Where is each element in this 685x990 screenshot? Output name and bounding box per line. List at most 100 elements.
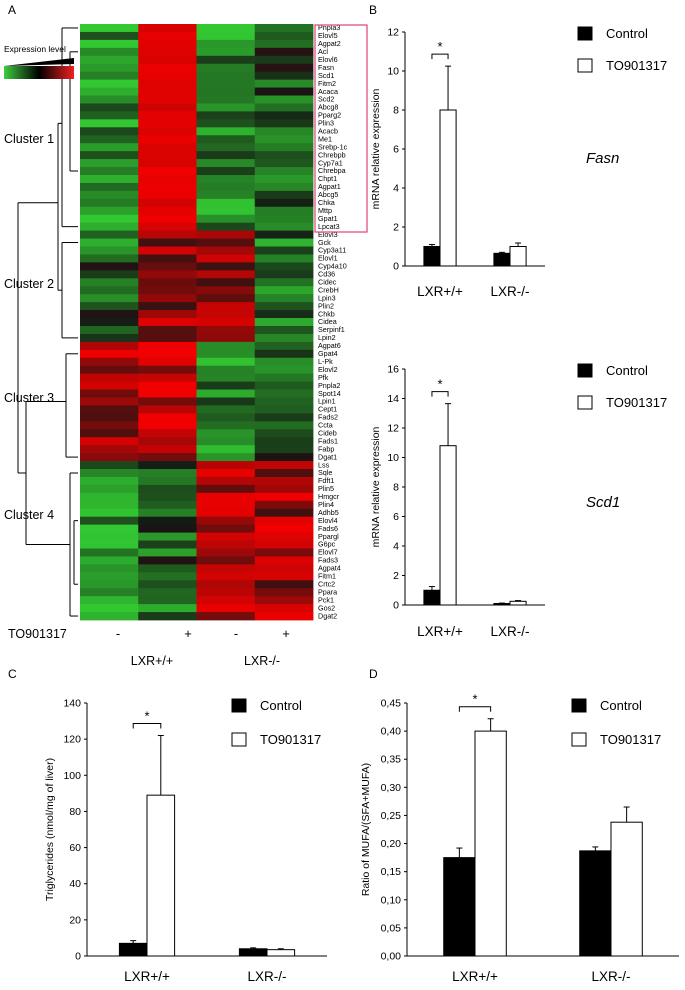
heatmap-cell <box>138 524 197 533</box>
heatmap-cell <box>138 238 197 247</box>
y-tick-label: 0,00 <box>381 951 402 963</box>
heatmap-cell <box>196 39 256 49</box>
bar <box>610 821 643 957</box>
heatmap-cell <box>80 604 139 613</box>
heatmap-row-label: Elovl4 <box>318 516 338 525</box>
y-tick-label: 8 <box>393 105 399 117</box>
heatmap-cell <box>196 270 256 279</box>
heatmap-cell <box>138 302 197 311</box>
heatmap-cell <box>80 278 139 287</box>
heatmap-cell <box>80 127 139 136</box>
heatmap-cell <box>196 333 256 343</box>
y-tick-label: 0 <box>75 951 81 963</box>
heatmap-row-label: Cept1 <box>318 405 337 414</box>
highlight-box <box>314 24 368 233</box>
heatmap-cell <box>254 508 314 518</box>
heatmap-row-label: Cideb <box>318 428 337 437</box>
heatmap-cell <box>138 453 197 462</box>
heatmap-cell <box>254 365 314 375</box>
heatmap-cell <box>80 476 139 486</box>
heatmap-cell <box>196 198 256 208</box>
heatmap-row-label: Plin5 <box>318 484 334 493</box>
heatmap-cell <box>138 190 197 200</box>
y-tick-label: 40 <box>69 878 81 890</box>
heatmap-cell <box>80 500 139 510</box>
heatmap-row-label: Elovl1 <box>318 254 338 263</box>
heatmap-row-label: Gck <box>318 238 331 247</box>
heatmap-cell <box>138 373 197 382</box>
heatmap-cell <box>138 532 197 541</box>
heatmap-cell <box>80 373 139 382</box>
heatmap-cell <box>196 63 256 73</box>
heatmap-cell <box>196 87 256 96</box>
heatmap-row-label: Crtc2 <box>318 579 335 588</box>
y-tick-label: 16 <box>387 364 399 376</box>
heatmap-cell <box>254 548 314 557</box>
bar <box>146 794 176 957</box>
heatmap-cell <box>254 79 314 88</box>
heatmap-cell <box>138 365 197 375</box>
heatmap-cell <box>138 484 197 494</box>
heatmap-cell <box>138 341 197 351</box>
heatmap-row-label: Fasn <box>318 63 334 72</box>
heatmap-row-label: Agpat4 <box>318 564 341 573</box>
category-label: LXR+/+ <box>417 624 463 639</box>
legend-label: Control <box>606 26 648 41</box>
heatmap-cell <box>196 604 256 613</box>
heatmap-cell <box>138 461 197 470</box>
heatmap-cell <box>80 71 139 81</box>
heatmap-cell <box>80 445 139 454</box>
heatmap-cell <box>254 596 314 605</box>
heatmap-cell <box>138 246 197 255</box>
heatmap-row-label: Acacb <box>318 127 338 136</box>
heatmap-cell <box>254 469 314 478</box>
heatmap-cell <box>196 286 256 295</box>
heatmap-cell <box>196 167 256 176</box>
bar <box>266 949 296 957</box>
heatmap-cell <box>80 413 139 422</box>
heatmap-cell <box>196 421 256 430</box>
expression-level-label: Expression level <box>4 44 66 54</box>
heatmap-row-label: Fabp <box>318 444 334 453</box>
heatmap-cell <box>254 302 314 311</box>
heatmap-row-label: Pfk <box>318 373 329 382</box>
column-sign-1: - <box>116 626 120 641</box>
heatmap-cell <box>138 604 197 613</box>
heatmap-cell <box>80 572 139 581</box>
heatmap-cell <box>196 532 256 541</box>
gene-annotation: Scd1 <box>586 494 620 511</box>
expression-color-scale <box>4 66 74 79</box>
heatmap-cell <box>138 596 197 605</box>
heatmap-cell <box>80 381 139 390</box>
significance-bracket <box>431 53 449 60</box>
heatmap-row-label: CrebH <box>318 285 339 294</box>
heatmap-cell <box>138 230 197 239</box>
heatmap-cell <box>80 469 139 478</box>
heatmap-row-label: Hmgcr <box>318 492 340 501</box>
treatment-label: TO901317 <box>8 627 67 641</box>
cluster-label-3: Cluster 3 <box>4 391 54 405</box>
heatmap-cell <box>80 87 139 96</box>
heatmap-cell <box>196 31 256 41</box>
column-sign-3: - <box>234 626 238 641</box>
heatmap-row-label: Dgat1 <box>318 452 337 461</box>
heatmap-cell <box>254 198 314 208</box>
heatmap-row-label: Ppara <box>318 587 337 596</box>
heatmap-cell <box>196 119 256 128</box>
heatmap-cell <box>196 389 256 398</box>
heatmap-cell <box>254 500 314 510</box>
heatmap-cell <box>80 55 139 65</box>
heatmap-cell <box>254 540 314 549</box>
heatmap-cell <box>196 596 256 605</box>
heatmap-cell <box>138 151 197 160</box>
heatmap-row-label: G6pc <box>318 540 336 549</box>
heatmap-cell <box>80 612 139 621</box>
heatmap-cell <box>80 143 139 152</box>
cluster-label-2: Cluster 2 <box>4 277 54 291</box>
y-tick-label: 12 <box>387 27 399 39</box>
heatmap-cell <box>196 24 256 33</box>
heatmap-cell <box>138 469 197 478</box>
heatmap-cell <box>196 556 256 565</box>
heatmap-cell <box>80 198 139 208</box>
heatmap-cell <box>196 174 256 184</box>
